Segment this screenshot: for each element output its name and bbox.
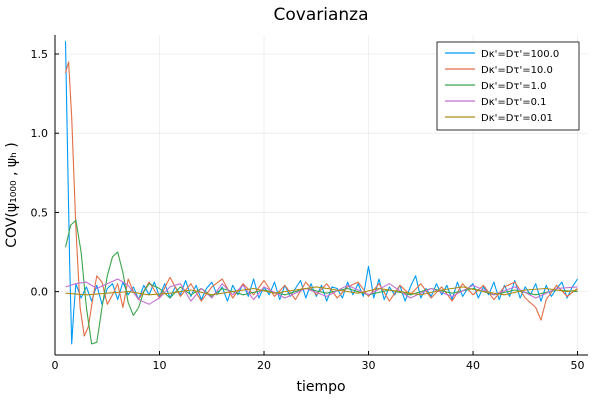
legend-entry-label: Dκ'=Dτ'=100.0 (481, 49, 559, 60)
x-tick-label: 40 (466, 359, 480, 372)
y-tick-label: 1.0 (31, 127, 49, 140)
y-tick-label: 0.5 (31, 206, 49, 219)
series-line-3 (65, 278, 578, 305)
x-tick-label: 50 (571, 359, 585, 372)
x-tick-label: 10 (153, 359, 167, 372)
y-tick-label: 0.0 (31, 286, 49, 299)
axes: 0 10 20 30 40 50 0.0 0.5 1.0 1.5 (31, 35, 588, 372)
legend-entry-label: Dκ'=Dτ'=0.01 (481, 113, 553, 124)
series-line-1 (64, 61, 578, 337)
legend-box (436, 41, 580, 131)
legend-entry-label: Dκ'=Dτ'=0.1 (481, 97, 546, 108)
x-tick-label: 20 (257, 359, 271, 372)
series-line-4 (65, 286, 578, 296)
legend-entry-label: Dκ'=Dτ'=1.0 (481, 81, 546, 92)
x-axis-label: tiempo (296, 379, 345, 395)
y-tick-label: 1.5 (31, 48, 49, 61)
x-tick-label: 30 (362, 359, 376, 372)
y-axis-label: COV(ψ₁₀₀₀ , ψₕ ) (4, 142, 20, 247)
legend-entry-label: Dκ'=Dτ'=10.0 (481, 65, 553, 76)
series-layer (64, 41, 578, 345)
x-tick-label: 0 (52, 359, 59, 372)
legend: Dκ'=Dτ'=100.0 Dκ'=Dτ'=10.0 Dκ'=Dτ'=1.0 Dκ'=… (436, 41, 580, 131)
chart-title: Covarianza (274, 5, 369, 25)
series-line-2 (64, 219, 578, 345)
